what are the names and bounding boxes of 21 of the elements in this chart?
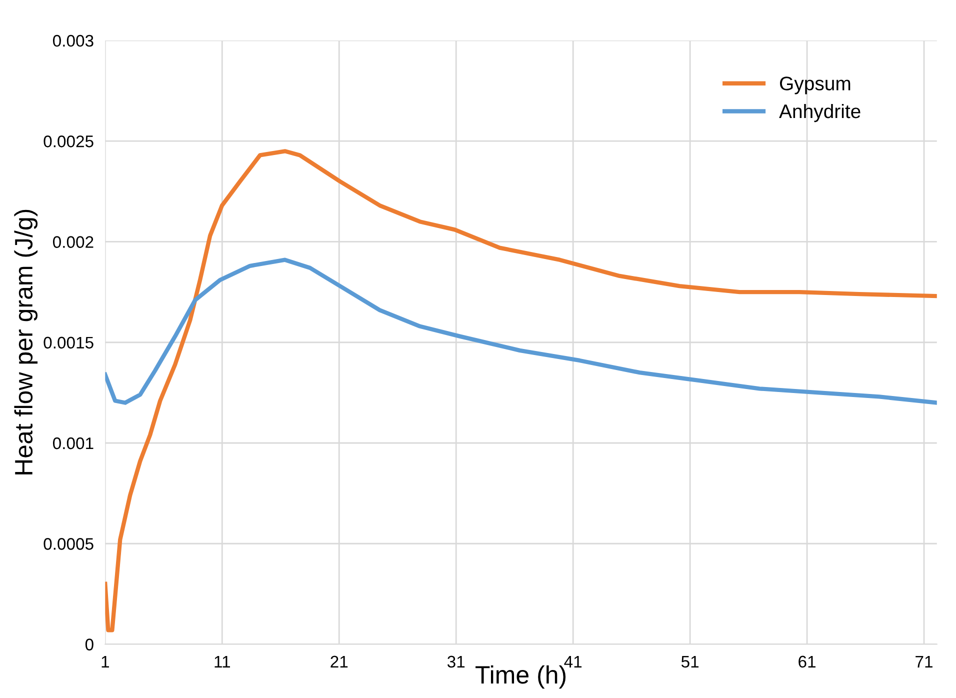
line-series: [105, 149, 937, 632]
y-tick-label: 0.003: [52, 34, 94, 47]
x-axis-title: Time (h): [476, 665, 566, 689]
x-tick-label: 51: [681, 656, 699, 668]
x-tick-label: 31: [447, 656, 465, 668]
y-tick-label: 0.0025: [44, 136, 94, 148]
y-tick-label: 0.0015: [44, 336, 94, 349]
legend-label: Gypsum: [780, 76, 850, 94]
x-tick-label: 11: [214, 656, 230, 668]
y-axis-title: Heat flow per gram (J/g): [14, 210, 38, 474]
x-tick-label: 1: [102, 656, 109, 668]
line-series: [105, 258, 937, 405]
y-tick-label: 0.001: [52, 437, 94, 450]
x-tick-label: 21: [330, 656, 348, 668]
y-tick-label: 0: [85, 638, 94, 650]
legend-label: Anhydrite: [779, 104, 860, 122]
x-tick-label: 41: [564, 656, 582, 668]
x-tick-label: 71: [916, 656, 932, 668]
y-tick-label: 0.0005: [44, 538, 94, 550]
x-tick-label: 61: [798, 656, 816, 668]
y-tick-label: 0.002: [52, 236, 94, 248]
